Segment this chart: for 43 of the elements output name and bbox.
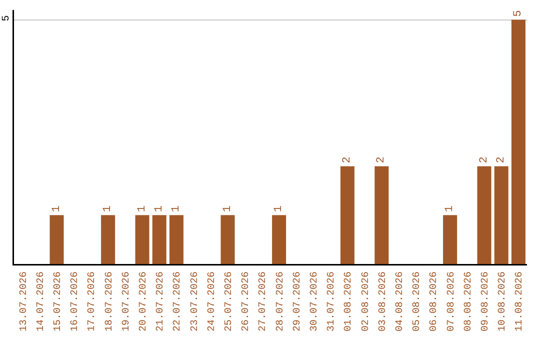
- x-tick-label: 07.08.2026: [446, 272, 458, 332]
- data-label: 1: [50, 205, 63, 212]
- x-tick-label: 31.07.2026: [326, 272, 338, 332]
- x-tick-label: 23.07.2026: [190, 272, 201, 332]
- x-tick-label: 06.08.2026: [429, 272, 440, 332]
- x-tick-label: 25.07.2026: [224, 272, 235, 332]
- x-tick-label: 11.08.2026: [514, 272, 526, 332]
- data-label: 1: [444, 205, 456, 212]
- data-label: 1: [273, 205, 286, 212]
- x-tick-label: 17.07.2026: [87, 272, 98, 332]
- x-tick-label: 09.08.2026: [480, 272, 492, 332]
- x-tick-label: 10.08.2026: [498, 272, 509, 332]
- x-tick-label: 22.07.2026: [172, 272, 184, 332]
- x-tick-label: 29.07.2026: [292, 272, 304, 332]
- data-label: 2: [376, 156, 388, 164]
- x-tick-label: 04.08.2026: [395, 272, 406, 332]
- x-tick-label: 03.08.2026: [378, 272, 389, 332]
- data-label: 1: [170, 205, 182, 212]
- x-tick-label: 02.08.2026: [360, 272, 372, 332]
- x-tick-label: 24.07.2026: [206, 272, 218, 332]
- data-label: 2: [478, 156, 490, 164]
- data-label: 1: [153, 205, 166, 212]
- x-tick-label: 14.07.2026: [36, 272, 47, 332]
- x-tick-label: 21.07.2026: [156, 272, 167, 332]
- x-tick-label: 01.08.2026: [344, 272, 355, 332]
- data-label: 1: [102, 205, 114, 212]
- x-tick-label: 18.07.2026: [104, 272, 116, 332]
- x-tick-label: 15.07.2026: [53, 272, 64, 332]
- x-tick-label: 16.07.2026: [70, 272, 82, 332]
- data-label: 5: [512, 10, 524, 17]
- x-tick-label: 26.07.2026: [241, 272, 252, 332]
- x-tick-label: 13.07.2026: [18, 272, 30, 332]
- data-label: 2: [341, 156, 354, 164]
- x-tick-label: 28.07.2026: [275, 272, 286, 332]
- data-label: 2: [495, 156, 508, 164]
- x-tick-label: 08.08.2026: [463, 272, 474, 332]
- x-tick-label: 19.07.2026: [121, 272, 132, 332]
- data-label: 1: [136, 205, 148, 212]
- x-tick-label: 27.07.2026: [258, 272, 270, 332]
- x-tick-label: 05.08.2026: [412, 272, 424, 332]
- x-tick-label: 30.07.2026: [310, 272, 320, 332]
- x-tick-label: 20.07.2026: [138, 272, 150, 332]
- data-label: 1: [222, 205, 234, 212]
